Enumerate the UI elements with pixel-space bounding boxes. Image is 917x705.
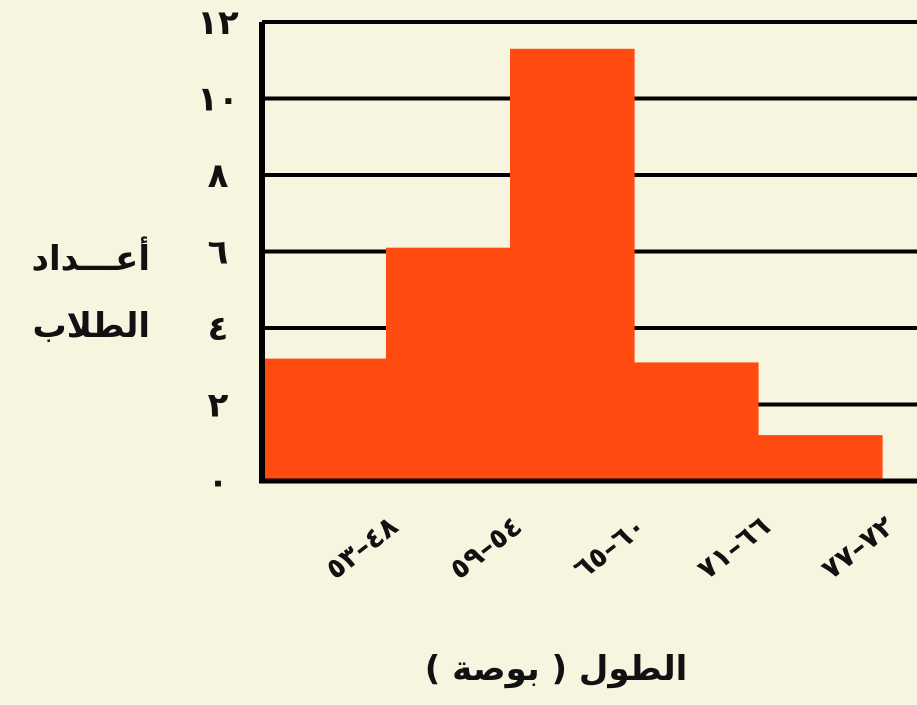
x-category-label: ٧٢–٧٧ <box>815 509 900 586</box>
y-tick-label: ١٠ <box>197 80 239 120</box>
x-category-labels: ٤٨–٥٣ ٥٤–٥٩ ٦٠–٦٥ ٦٦–٧١ ٧٢–٧٧ <box>319 509 900 586</box>
y-axis-title-line1: أعـــداد <box>32 236 151 279</box>
y-tick-labels: ٠ ٢ ٤ ٦ ٨ ١٠ ١٢ <box>197 3 239 502</box>
y-tick-label: ١٢ <box>197 3 239 43</box>
y-tick-label: ٤ <box>208 309 229 349</box>
y-tick-label: ٠ <box>208 462 229 502</box>
bar <box>510 49 635 481</box>
x-category-label: ٦٦–٧١ <box>691 509 776 586</box>
bar <box>262 359 387 481</box>
x-category-label: ٦٠–٦٥ <box>567 509 652 586</box>
y-axis-title-line2: الطلاب <box>32 306 150 346</box>
bar <box>634 362 759 481</box>
x-category-label: ٤٨–٥٣ <box>319 509 404 586</box>
x-category-label: ٥٤–٥٩ <box>443 509 528 586</box>
bars <box>262 49 883 481</box>
y-tick-label: ٢ <box>208 386 229 426</box>
bar <box>758 435 883 481</box>
x-axis-title: الطول ( بوصة ) <box>425 649 688 689</box>
y-tick-label: ٨ <box>208 156 229 196</box>
bar <box>386 248 511 481</box>
y-tick-label: ٦ <box>208 233 229 273</box>
